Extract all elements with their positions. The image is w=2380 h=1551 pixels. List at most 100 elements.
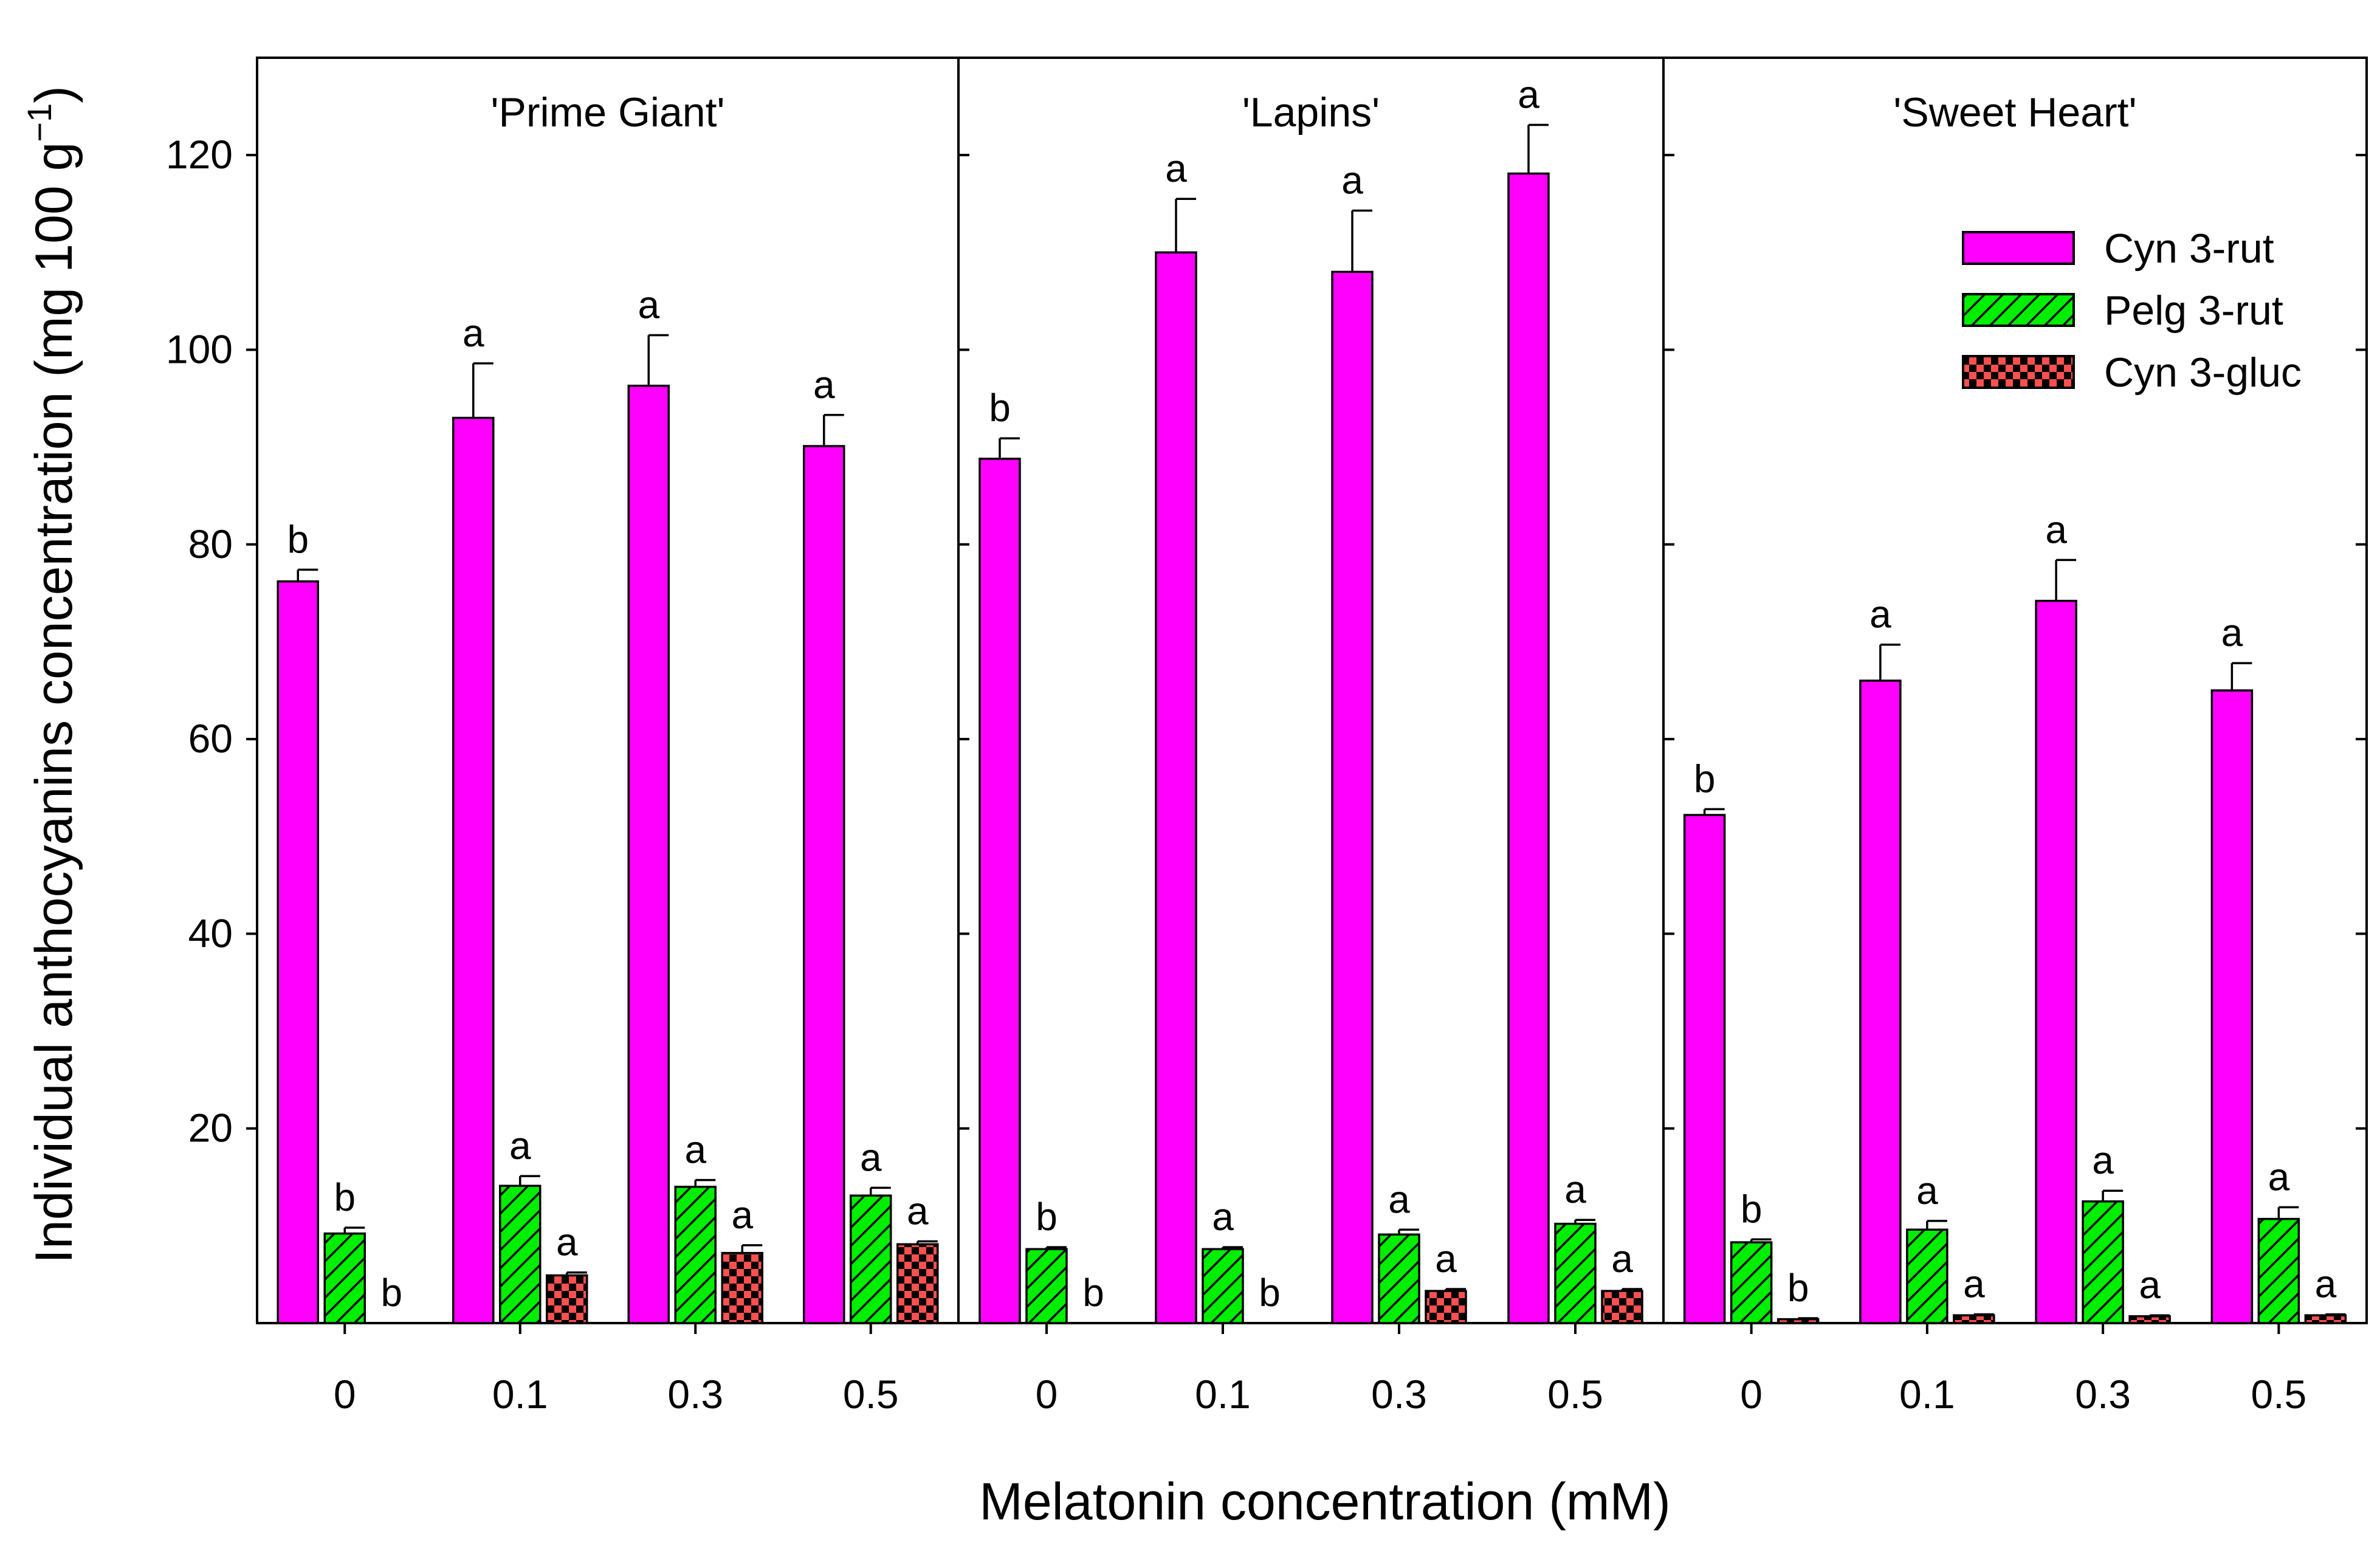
significance-label-sweet-heart-pelg-3-rut-1: a [1916,1169,1938,1212]
significance-label-lapins-cyn-3-rut-0: b [989,386,1011,430]
bar-sweet-heart-cyn-3-gluc-3 [2304,1314,2347,1324]
significance-label-sweet-heart-cyn-3-gluc-1: a [1963,1262,1985,1306]
y-tick-label-60: 60 [188,716,233,761]
bar-prime-giant-cyn-3-gluc-3 [896,1243,939,1324]
legend-label-pelg-3-rut: Pelg 3-rut [2104,287,2283,334]
significance-label-lapins-cyn-3-gluc-3: a [1611,1237,1633,1281]
chart-panels: 'Prime Giant'204060801001200bbb0.1aaa0.3… [166,57,2368,1417]
y-tick-label-120: 120 [166,132,233,177]
y-axis-title-main: Individual anthocyanins concentration (m… [25,142,83,1264]
significance-label-lapins-cyn-3-rut-3: a [1518,73,1539,117]
y-axis-title-superscript: −1 [20,103,58,142]
bar-sweet-heart-cyn-3-gluc-2 [2128,1315,2171,1324]
significance-label-sweet-heart-cyn-3-rut-3: a [2221,611,2243,655]
significance-label-lapins-cyn-3-gluc-2: a [1435,1237,1457,1281]
significance-label-prime-giant-cyn-3-gluc-3: a [907,1189,929,1233]
significance-label-sweet-heart-cyn-3-rut-0: b [1694,757,1716,800]
significance-label-lapins-cyn-3-gluc-0: b [1082,1271,1104,1315]
significance-label-sweet-heart-cyn-3-gluc-3: a [2315,1262,2337,1306]
legend-swatch-cyn-3-gluc [1962,355,2075,389]
bar-lapins-pelg-3-rut-0 [1025,1248,1068,1324]
bar-prime-giant-pelg-3-rut-2 [674,1186,717,1324]
x-axis-title: Melatonin concentration (mM) [979,1473,1671,1531]
y-axis-title-suffix: ) [25,86,83,103]
bar-sweet-heart-cyn-3-rut-3 [2210,689,2254,1324]
significance-label-sweet-heart-cyn-3-gluc-0: b [1787,1266,1809,1310]
bar-prime-giant-pelg-3-rut-0 [323,1232,366,1324]
panel-title-sweet-heart: 'Sweet Heart' [1893,89,2136,136]
bar-prime-giant-pelg-3-rut-1 [499,1185,542,1324]
significance-label-prime-giant-pelg-3-rut-2: a [684,1128,706,1172]
significance-label-lapins-cyn-3-rut-1: a [1165,146,1187,190]
bar-lapins-cyn-3-gluc-3 [1601,1290,1643,1324]
significance-label-prime-giant-pelg-3-rut-3: a [860,1135,882,1179]
panel-frame-sweet-heart [1662,57,2368,1324]
bar-lapins-cyn-3-rut-2 [1331,270,1374,1324]
significance-label-prime-giant-cyn-3-gluc-2: a [731,1193,753,1237]
significance-label-prime-giant-cyn-3-rut-1: a [463,311,484,355]
bar-sweet-heart-pelg-3-rut-2 [2082,1200,2124,1324]
significance-label-lapins-pelg-3-rut-2: a [1388,1177,1410,1221]
bar-prime-giant-cyn-3-rut-2 [627,384,670,1324]
y-axis-title: Individual anthocyanins concentration (m… [20,86,83,1264]
x-tick-label-prime-giant-0-1: 0.1 [492,1372,548,1417]
x-tick-label-sweet-heart-0-3: 0.3 [2075,1372,2131,1417]
bar-lapins-pelg-3-rut-1 [1202,1248,1244,1324]
bar-prime-giant-cyn-3-rut-0 [277,580,319,1324]
significance-label-sweet-heart-cyn-3-gluc-2: a [2139,1263,2161,1307]
y-tick-label-80: 80 [188,521,233,566]
significance-label-sweet-heart-pelg-3-rut-3: a [2268,1155,2290,1198]
significance-label-lapins-pelg-3-rut-1: a [1212,1195,1234,1239]
bar-sweet-heart-cyn-3-rut-1 [1859,679,1902,1324]
bar-prime-giant-cyn-3-gluc-2 [721,1251,763,1324]
x-tick-label-lapins-0-3: 0.3 [1371,1372,1427,1417]
legend: Cyn 3-rut Pelg 3-rut Cyn 3-gluc [1962,225,2302,396]
legend-label-cyn-3-rut: Cyn 3-rut [2104,225,2274,272]
x-tick-label-lapins-0-1: 0.1 [1195,1372,1251,1417]
legend-swatch-cyn-3-rut [1962,231,2075,265]
bar-prime-giant-cyn-3-rut-3 [803,445,845,1324]
significance-label-sweet-heart-pelg-3-rut-2: a [2092,1138,2114,1182]
bar-sweet-heart-pelg-3-rut-1 [1906,1228,1948,1324]
significance-label-lapins-pelg-3-rut-0: b [1036,1195,1058,1239]
legend-label-cyn-3-gluc: Cyn 3-gluc [2104,349,2302,396]
bar-sweet-heart-pelg-3-rut-3 [2257,1217,2300,1324]
bar-lapins-cyn-3-rut-3 [1507,172,1550,1324]
bar-sweet-heart-cyn-3-gluc-1 [1953,1314,1995,1324]
x-tick-label-sweet-heart-0: 0 [1740,1372,1763,1417]
x-tick-label-prime-giant-0-5: 0.5 [843,1372,899,1417]
significance-label-prime-giant-pelg-3-rut-1: a [509,1124,531,1168]
significance-label-prime-giant-cyn-3-gluc-1: a [556,1220,578,1264]
x-tick-label-lapins-0: 0 [1036,1372,1058,1417]
significance-label-sweet-heart-cyn-3-rut-1: a [1869,593,1891,636]
x-tick-label-sweet-heart-0-1: 0.1 [1899,1372,1955,1417]
panel-frame-lapins [957,57,1665,1324]
bar-prime-giant-cyn-3-gluc-1 [546,1274,588,1324]
bar-sweet-heart-cyn-3-rut-2 [2035,599,2077,1324]
bar-lapins-cyn-3-rut-0 [978,458,1021,1324]
y-tick-label-40: 40 [188,910,233,955]
bar-sweet-heart-cyn-3-gluc-0 [1776,1318,1820,1324]
significance-label-prime-giant-cyn-3-rut-3: a [813,363,835,407]
significance-label-sweet-heart-pelg-3-rut-0: b [1741,1187,1763,1231]
panel-title-prime-giant: 'Prime Giant' [491,89,725,136]
x-tick-label-sweet-heart-0-5: 0.5 [2251,1372,2307,1417]
y-tick-label-20: 20 [188,1106,233,1150]
bar-lapins-cyn-3-gluc-2 [1425,1290,1467,1324]
bar-lapins-pelg-3-rut-3 [1554,1222,1597,1324]
significance-label-prime-giant-cyn-3-rut-2: a [638,283,659,326]
significance-label-lapins-pelg-3-rut-3: a [1564,1168,1586,1211]
x-tick-label-prime-giant-0-3: 0.3 [667,1372,723,1417]
significance-label-sweet-heart-cyn-3-rut-2: a [2045,507,2067,551]
bar-sweet-heart-cyn-3-rut-0 [1683,814,1726,1324]
bar-sweet-heart-pelg-3-rut-0 [1730,1241,1773,1324]
significance-label-prime-giant-pelg-3-rut-0: b [334,1175,356,1219]
significance-label-prime-giant-cyn-3-rut-0: b [287,517,309,561]
significance-label-prime-giant-cyn-3-gluc-0: b [380,1271,402,1315]
bar-lapins-pelg-3-rut-2 [1378,1233,1420,1324]
legend-swatch-pelg-3-rut [1962,293,2075,327]
x-tick-label-prime-giant-0: 0 [334,1372,356,1417]
